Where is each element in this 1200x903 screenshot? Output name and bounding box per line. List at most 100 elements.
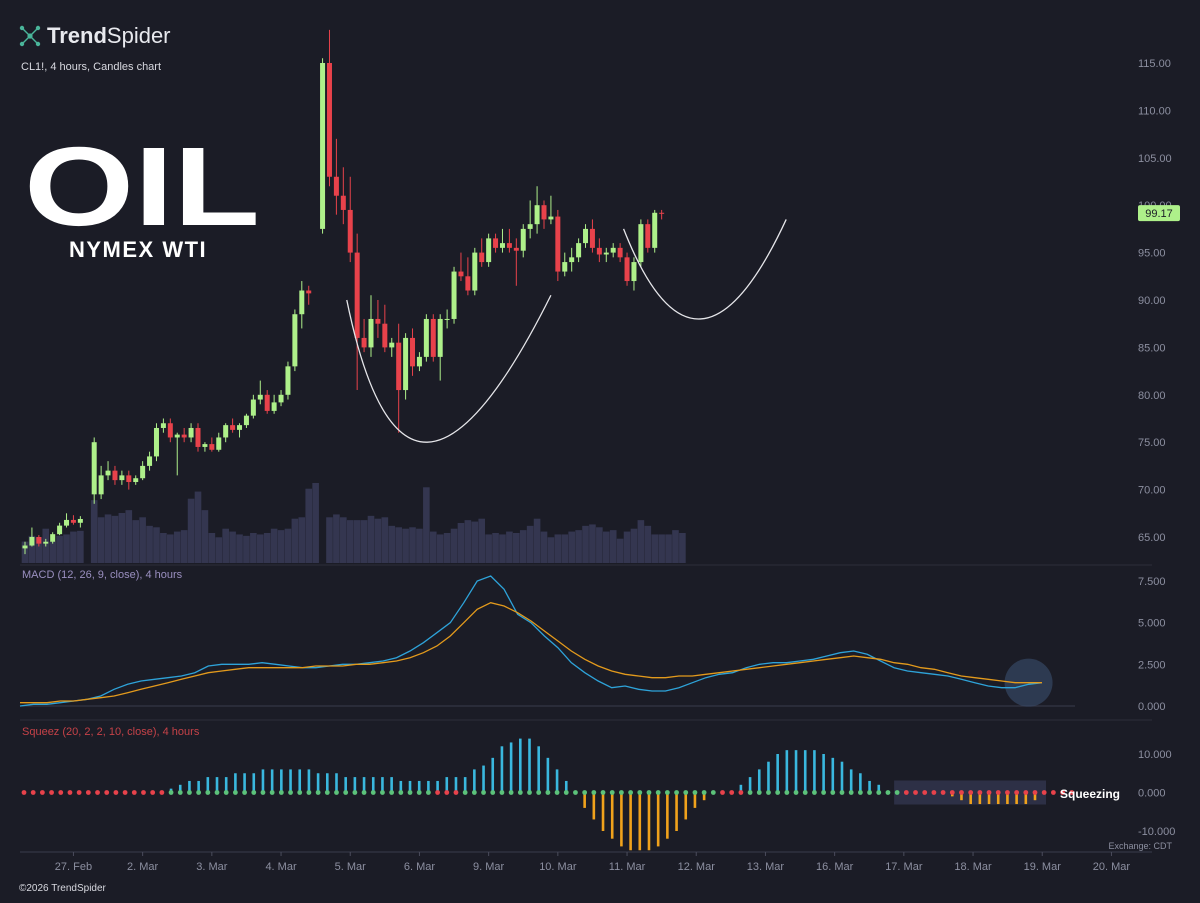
volume-bar: [436, 534, 444, 563]
candle-body: [437, 318, 443, 357]
squeeze-dots: [21, 790, 1075, 795]
volume-bar: [187, 498, 195, 563]
candle-body: [444, 318, 450, 320]
x-tick-label: 16. Mar: [816, 861, 854, 873]
volume-bar: [173, 531, 181, 563]
squeeze-dot: [600, 790, 606, 795]
volume-bar: [229, 531, 236, 563]
candle-body: [237, 425, 243, 430]
squeeze-dot: [563, 790, 569, 795]
squeeze-dot: [361, 790, 367, 795]
macd-tick-label: 0.000: [1138, 701, 1166, 713]
price-tick-label: 105.00: [1138, 153, 1172, 165]
squeeze-dot: [389, 790, 395, 795]
volume-bar: [77, 530, 84, 563]
candle-body: [202, 444, 208, 447]
squeeze-bar: [234, 773, 237, 793]
price-tick-label: 65.00: [1138, 532, 1166, 544]
x-tick-label: 13. Mar: [747, 861, 785, 873]
squeeze-bar: [748, 777, 752, 793]
headline-subtitle: NYMEX WTI: [69, 237, 207, 262]
volume-bar: [180, 530, 188, 563]
candle-body: [403, 337, 409, 391]
volume-bar: [443, 533, 451, 563]
candle-body: [320, 63, 326, 229]
x-tick-label: 5. Mar: [335, 861, 367, 873]
squeeze-bar: [776, 754, 779, 793]
squeeze-dot: [1032, 790, 1038, 795]
x-axis: 27. Feb 2. Mar 3. Mar 4. Mar 5. Mar 6. Mar 9. …: [55, 852, 1130, 873]
candle-body: [98, 475, 104, 495]
volume-bar: [160, 533, 167, 563]
candle-body: [416, 356, 422, 367]
squeeze-dot: [141, 790, 146, 795]
squeeze-dot: [747, 790, 753, 795]
price-y-axis: 115.00110.00105.00100.0095.0090.0085.008…: [1138, 58, 1172, 544]
volume-bar: [111, 515, 119, 563]
chart-info: CL1!, 4 hours, Candles chart: [21, 61, 161, 73]
candle-body: [624, 257, 630, 282]
candle-body: [243, 415, 249, 426]
squeeze-dot: [848, 790, 854, 795]
squeeze-dot: [481, 790, 486, 795]
volume-bar: [471, 521, 479, 563]
squeeze-dot: [517, 790, 523, 795]
candle-body: [70, 519, 76, 523]
candle-body: [361, 337, 367, 348]
squeeze-dot: [554, 790, 560, 795]
squeeze-bar: [261, 769, 265, 793]
candle-body: [36, 537, 42, 544]
squeeze-dot: [756, 790, 762, 795]
volume-bar: [423, 487, 430, 563]
squeeze-dot: [150, 790, 156, 795]
squeeze-dot: [122, 790, 128, 795]
volume-bar: [457, 523, 465, 563]
candle-body: [195, 427, 201, 447]
squeeze-dot: [39, 790, 45, 795]
squeeze-dot: [692, 790, 698, 795]
squeeze-dot: [269, 790, 275, 795]
volume-bar: [263, 533, 271, 563]
squeeze-dot: [131, 790, 137, 795]
candle-body: [541, 205, 547, 220]
candle-body: [576, 243, 582, 258]
squeeze-bar: [307, 769, 311, 793]
squeeze-bar: [960, 792, 963, 801]
candle-body: [534, 205, 540, 225]
candle-body: [250, 399, 256, 416]
volume-bar: [533, 518, 541, 563]
squeeze-bar: [243, 773, 246, 793]
volume-bar: [28, 535, 36, 563]
candle-body: [527, 224, 533, 229]
candle-body: [181, 434, 187, 438]
squeeze-bar: [528, 738, 531, 793]
x-tick-label: 4. Mar: [265, 861, 297, 873]
candle-body: [257, 394, 263, 400]
candle-body: [631, 262, 637, 282]
squeeze-dot: [674, 790, 679, 795]
candle-body: [410, 337, 416, 367]
squeeze-dot: [664, 790, 670, 795]
squeeze-bar: [270, 769, 274, 793]
candle-body: [153, 427, 159, 457]
volume-bar: [519, 530, 527, 563]
squeeze-dot: [471, 790, 477, 795]
candle-body: [133, 478, 139, 483]
squeeze-dot: [334, 790, 339, 795]
squeeze-bar: [188, 780, 191, 793]
candle-body: [278, 394, 284, 403]
volume-bar: [513, 533, 520, 563]
candle-body: [119, 475, 125, 481]
candle-body: [423, 318, 429, 357]
macd-title: MACD (12, 26, 9, close), 4 hours: [22, 569, 183, 581]
volume-bar: [333, 514, 340, 563]
volume-bar: [222, 528, 229, 563]
candle-body: [583, 228, 589, 244]
squeeze-dot: [793, 790, 799, 795]
squeeze-dot: [306, 790, 312, 795]
candle-body: [499, 243, 505, 248]
volume-bar: [104, 514, 112, 563]
squeeze-dot: [628, 790, 633, 795]
candle-body: [22, 545, 28, 549]
squeeze-dot: [1005, 790, 1010, 795]
